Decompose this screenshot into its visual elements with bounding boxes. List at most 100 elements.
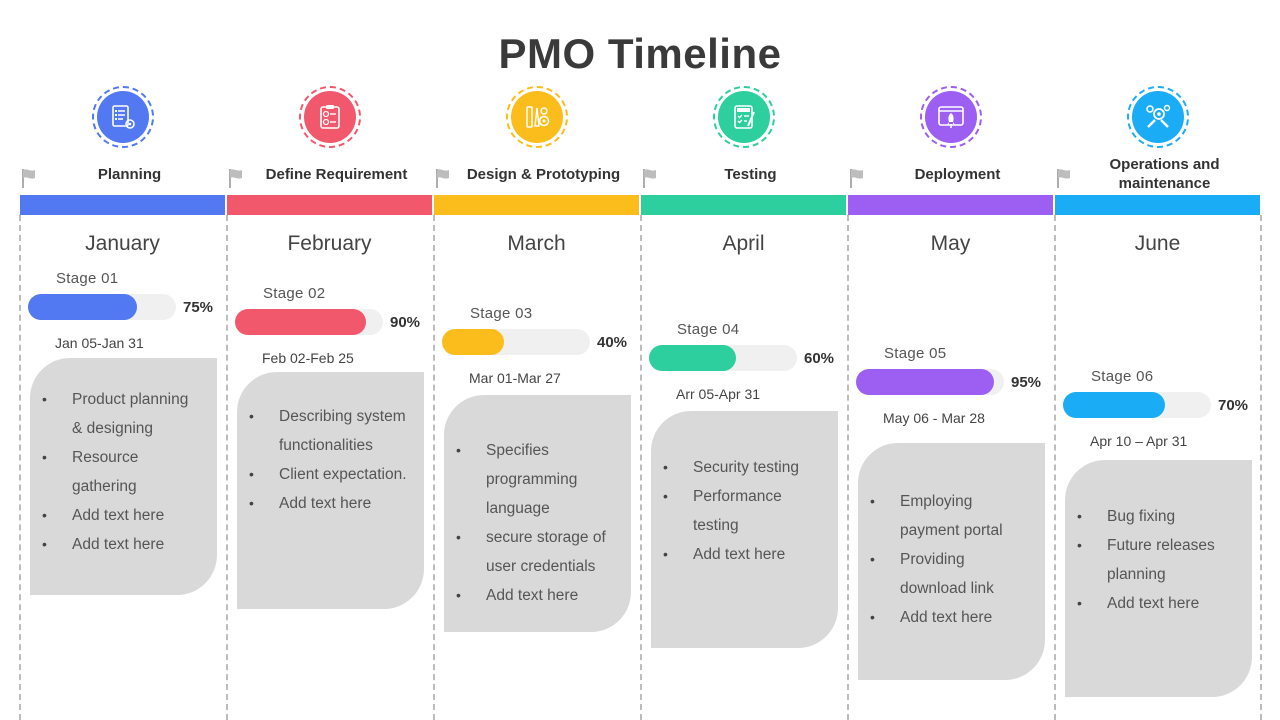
phase-color-band — [227, 195, 432, 215]
task-card: Describing system functionalitiesClient … — [237, 372, 424, 609]
phase-color-band — [1055, 195, 1260, 215]
task-item: Product planning & designing — [30, 385, 217, 443]
phase-title: Planning — [97, 165, 162, 183]
date-range: Apr 10 – Apr 31 — [1090, 433, 1188, 449]
date-range: Jan 05-Jan 31 — [55, 335, 144, 351]
phase-icon-ring — [505, 86, 568, 148]
task-item: Security testing — [651, 453, 838, 482]
flag-icon — [642, 168, 658, 188]
month-label: May — [930, 232, 971, 255]
stage-label: Stage 04 — [677, 321, 740, 338]
task-item: Add text here — [858, 603, 1045, 632]
progress-track — [1063, 392, 1211, 418]
phase-title: Testing — [724, 165, 777, 183]
task-item: Performance testing — [651, 482, 838, 540]
progress-fill — [28, 294, 137, 320]
date-range: May 06 - Mar 28 — [883, 410, 985, 426]
phase-icon-ring — [298, 86, 361, 148]
stage-label: Stage 03 — [470, 305, 533, 322]
task-item: secure storage of user credentials — [444, 523, 631, 581]
column-divider — [1054, 215, 1056, 720]
task-item: Specifies programming language — [444, 436, 631, 523]
wrench-gears-icon — [1131, 91, 1184, 143]
flag-icon — [21, 168, 37, 188]
progress-track — [649, 345, 797, 371]
progress-percent: 95% — [1011, 374, 1042, 391]
month-label: January — [85, 232, 160, 255]
task-item: Future releases planning — [1065, 531, 1252, 589]
progress-percent: 40% — [597, 334, 628, 351]
task-item: Employing payment portal — [858, 487, 1045, 545]
phase-icon-ring — [1126, 86, 1189, 148]
date-range: Arr 05-Apr 31 — [676, 386, 761, 402]
phase-color-band — [848, 195, 1053, 215]
task-item: Bug fixing — [1065, 502, 1252, 531]
date-range: Feb 02-Feb 25 — [262, 350, 354, 366]
phase-icon-ring — [919, 86, 982, 148]
stage-label: Stage 06 — [1091, 368, 1154, 385]
progress-fill — [1063, 392, 1165, 418]
task-list: Describing system functionalitiesClient … — [237, 402, 424, 518]
column-divider — [640, 215, 642, 720]
flag-icon — [435, 168, 451, 188]
progress-percent: 90% — [390, 314, 421, 331]
rocket-window-icon — [924, 91, 977, 143]
progress-fill — [442, 329, 504, 355]
task-card: Specifies programming languagesecure sto… — [444, 395, 631, 632]
task-item: Add text here — [30, 501, 217, 530]
phase-color-band — [20, 195, 225, 215]
progress-track — [235, 309, 383, 335]
task-card: Product planning & designingResource gat… — [30, 358, 217, 595]
task-list: Product planning & designingResource gat… — [30, 385, 217, 559]
progress-percent: 70% — [1218, 397, 1249, 414]
month-label: June — [1134, 232, 1181, 255]
checklist-gear-icon — [96, 91, 149, 143]
column-divider — [847, 215, 849, 720]
phase-title: Deployment — [914, 165, 1001, 183]
column-divider — [1260, 215, 1262, 720]
progress-track — [28, 294, 176, 320]
month-label: March — [507, 232, 566, 255]
task-card: Security testingPerformance testingAdd t… — [651, 411, 838, 648]
task-item: Resource gathering — [30, 443, 217, 501]
task-item: Add text here — [30, 530, 217, 559]
task-item: Client expectation. — [237, 460, 424, 489]
progress-track — [856, 369, 1004, 395]
phase-icon-ring — [91, 86, 154, 148]
stage-label: Stage 05 — [884, 345, 947, 362]
flag-icon — [1056, 168, 1072, 188]
column-divider — [433, 215, 435, 720]
task-list: Specifies programming languagesecure sto… — [444, 436, 631, 610]
phase-title: Operations and maintenance — [1109, 156, 1220, 192]
task-list: Bug fixingFuture releases planningAdd te… — [1065, 502, 1252, 618]
test-clipboard-icon — [717, 91, 770, 143]
stage-label: Stage 01 — [56, 270, 119, 287]
page-title: PMO Timeline — [498, 30, 782, 77]
progress-fill — [235, 309, 366, 335]
progress-fill — [649, 345, 736, 371]
task-card: Bug fixingFuture releases planningAdd te… — [1065, 460, 1252, 697]
design-tools-icon — [510, 91, 563, 143]
stage-label: Stage 02 — [263, 285, 326, 302]
flag-icon — [228, 168, 244, 188]
progress-percent: 60% — [804, 350, 835, 367]
month-label: February — [287, 232, 372, 255]
task-item: Add text here — [444, 581, 631, 610]
progress-fill — [856, 369, 994, 395]
phase-title: Define Requirement — [265, 165, 408, 183]
date-range: Mar 01-Mar 27 — [469, 370, 561, 386]
progress-percent: 75% — [183, 299, 214, 316]
task-item: Describing system functionalities — [237, 402, 424, 460]
task-item: Add text here — [651, 540, 838, 569]
task-item: Add text here — [1065, 589, 1252, 618]
task-card: Employing payment portalProviding downlo… — [858, 443, 1045, 680]
task-list: Security testingPerformance testingAdd t… — [651, 453, 838, 569]
column-divider — [226, 215, 228, 720]
phase-title: Design & Prototyping — [466, 165, 621, 183]
flag-icon — [849, 168, 865, 188]
task-item: Add text here — [237, 489, 424, 518]
month-label: April — [722, 232, 765, 255]
column-divider — [19, 215, 21, 720]
phase-color-band — [641, 195, 846, 215]
task-list: Employing payment portalProviding downlo… — [858, 487, 1045, 632]
